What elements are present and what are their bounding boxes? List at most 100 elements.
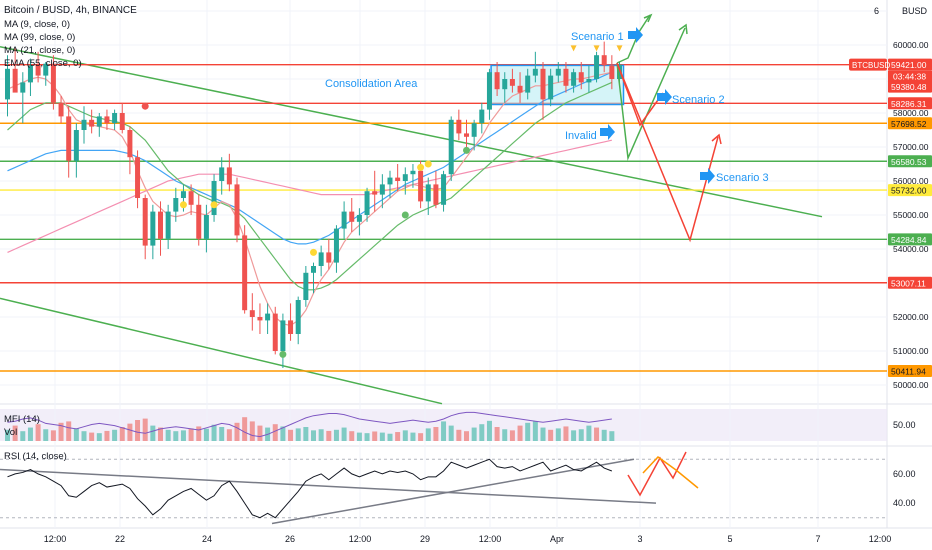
- volume-bar: [601, 429, 607, 441]
- candle-body: [578, 72, 584, 83]
- price-tick-label: 60000.00: [893, 40, 929, 50]
- volume-bar: [311, 430, 316, 441]
- volume-bar: [81, 431, 87, 441]
- candle-body: [456, 119, 462, 134]
- volume-bar: [96, 433, 102, 441]
- time-label: 29: [420, 534, 430, 544]
- time-label: 7: [815, 534, 820, 544]
- volume-bar: [89, 432, 95, 441]
- volume-bar: [280, 426, 286, 441]
- signal-dot: [179, 201, 187, 209]
- scenario-1-arrow-icon: [628, 27, 643, 43]
- time-label: 12:00: [869, 534, 892, 544]
- volume-bar: [27, 427, 33, 441]
- time-label: 24: [202, 534, 212, 544]
- volume-bar: [448, 425, 454, 441]
- volume-bar: [150, 425, 156, 441]
- volume-bar: [509, 430, 515, 441]
- candle-body: [158, 211, 163, 239]
- volume-bar: [387, 433, 393, 441]
- volume-bar: [479, 424, 485, 441]
- mfi-panel: [5, 411, 615, 441]
- volume-bar: [288, 429, 294, 441]
- rsi-panel: 60.00 40.00: [0, 451, 916, 525]
- ma-9-line: [7, 71, 612, 327]
- signal-triangle: [616, 45, 623, 52]
- time-label: 12:00: [479, 534, 502, 544]
- candle-body: [112, 113, 118, 124]
- ema-55-line: [7, 71, 613, 245]
- candle-body: [341, 211, 347, 229]
- currency-label: BUSD: [902, 6, 928, 16]
- candle-body: [66, 116, 72, 161]
- scenario-paths: [600, 13, 722, 243]
- volume-bar: [441, 421, 447, 441]
- volume-bar: [119, 427, 125, 441]
- volume-bar: [341, 427, 347, 441]
- candle-body: [219, 167, 225, 181]
- level-price-tag: [888, 364, 932, 377]
- volume-bar: [410, 432, 416, 441]
- signal-triangle: [593, 45, 600, 52]
- volume-bar: [135, 420, 141, 441]
- candle-body: [35, 65, 41, 76]
- volume-bar: [158, 427, 163, 441]
- candle-body: [311, 266, 316, 273]
- candle-body: [601, 55, 607, 66]
- candle-body: [326, 252, 332, 263]
- candle-body: [20, 82, 26, 93]
- volume-bar: [356, 432, 362, 441]
- candle-body: [96, 116, 102, 127]
- price-axis: 50000.0051000.0052000.0053000.0054000.00…: [849, 40, 932, 390]
- volume-bar: [35, 424, 41, 441]
- candle-body: [464, 133, 469, 137]
- candle-body: [73, 130, 79, 161]
- candle-body: [509, 79, 515, 86]
- volume-bar: [494, 427, 500, 441]
- volume-bar: [249, 421, 255, 441]
- symbol-tag-label: BTCBUSD: [852, 61, 890, 70]
- candle-body: [142, 198, 148, 246]
- volume-bar: [142, 418, 148, 441]
- volume-bar: [165, 429, 171, 441]
- volume-bar: [112, 429, 118, 441]
- volume-bar: [578, 429, 584, 441]
- volume-bar: [555, 428, 561, 441]
- candle-body: [5, 68, 10, 100]
- mfi-tick: 50.00: [893, 420, 916, 430]
- volume-bar: [372, 431, 378, 441]
- candle-body: [471, 123, 477, 137]
- signal-markers: [141, 45, 623, 358]
- candle-body: [433, 184, 439, 205]
- symbol-tag: [849, 58, 887, 71]
- candle-body: [540, 68, 546, 100]
- level-price-tag: [888, 276, 932, 289]
- candle-body: [173, 198, 179, 212]
- level-price-label: 58286.31: [891, 99, 927, 109]
- volume-bar: [73, 428, 79, 441]
- candle-body: [494, 72, 500, 90]
- volume-bar: [609, 431, 615, 441]
- time-axis: 12:00 22 24 26 12:00 29 12:00 Apr 3 5 7 12:00: [44, 534, 892, 544]
- rsi-scenario-orange: [642, 456, 699, 489]
- volume-bar: [548, 429, 554, 441]
- signal-dot: [210, 201, 218, 209]
- candle-body: [127, 130, 133, 158]
- time-label: 12:00: [44, 534, 67, 544]
- level-price-label: 56580.53: [891, 157, 927, 167]
- candle-body: [486, 72, 492, 110]
- top-price-tick: 6: [874, 6, 879, 16]
- volume-bar: [456, 429, 462, 441]
- trend-lines: [0, 45, 823, 405]
- level-price-label: 57698.52: [891, 119, 927, 129]
- candle-body: [594, 55, 600, 79]
- volume-bar: [173, 431, 179, 441]
- price-tick-label: 52000.00: [893, 312, 929, 322]
- volume-bar: [425, 428, 431, 441]
- volume-bar: [486, 420, 492, 441]
- volume-bar: [242, 417, 248, 441]
- candles: [5, 41, 622, 368]
- level-price-tag: [888, 58, 932, 71]
